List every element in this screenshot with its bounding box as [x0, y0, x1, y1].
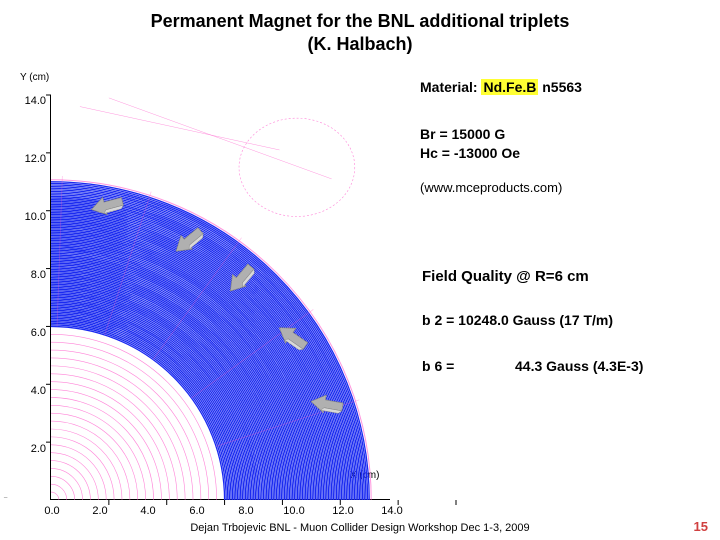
br-line: Br = 15000 G	[420, 125, 520, 144]
y-tick: 6.0	[18, 327, 46, 339]
url-line: (www.mceproducts.com)	[420, 180, 562, 195]
title-line-1: Permanent Magnet for the BNL additional …	[0, 10, 720, 33]
footer-text: Dejan Trbojevic BNL - Muon Collider Desi…	[0, 522, 720, 534]
y-tick: 14.0	[18, 95, 46, 107]
br-hc-block: Br = 15000 G Hc = -13000 Oe	[420, 125, 520, 163]
b6-value: 44.3 Gauss (4.3E-3)	[515, 358, 643, 374]
field-quality-heading: Field Quality @ R=6 cm	[422, 268, 589, 285]
material-label: Material:	[420, 79, 478, 95]
y-tick: 2.0	[18, 443, 46, 455]
hc-line: Hc = -13000 Oe	[420, 144, 520, 163]
material-suffix: n5563	[538, 79, 582, 95]
y-tick: 10.0	[18, 211, 46, 223]
title-line-2: (K. Halbach)	[0, 33, 720, 56]
b6-label: b 6 =	[422, 358, 454, 374]
material-line: Material: Nd.Fe.B n5563	[420, 78, 582, 98]
y-tick: 8.0	[18, 269, 46, 281]
page-number: 15	[694, 519, 708, 534]
x-tick: 2.0	[86, 505, 114, 517]
b2-line: b 2 = 10248.0 Gauss (17 T/m)	[422, 312, 613, 328]
material-highlight: Nd.Fe.B	[481, 79, 538, 95]
y-tick: 12.0	[18, 153, 46, 165]
field-plot	[50, 95, 390, 500]
y-tick: 4.0	[18, 385, 46, 397]
x-tick: 0.0	[38, 505, 66, 517]
x-tick: 12.0	[329, 505, 357, 517]
x-tick: 14.0	[378, 505, 406, 517]
x-tick: 4.0	[134, 505, 162, 517]
y-axis-label: Y (cm)	[20, 72, 49, 83]
x-tick: 8.0	[232, 505, 260, 517]
corner-mark: _	[4, 492, 7, 498]
x-tick: 6.0	[183, 505, 211, 517]
x-tick: 10.0	[280, 505, 308, 517]
